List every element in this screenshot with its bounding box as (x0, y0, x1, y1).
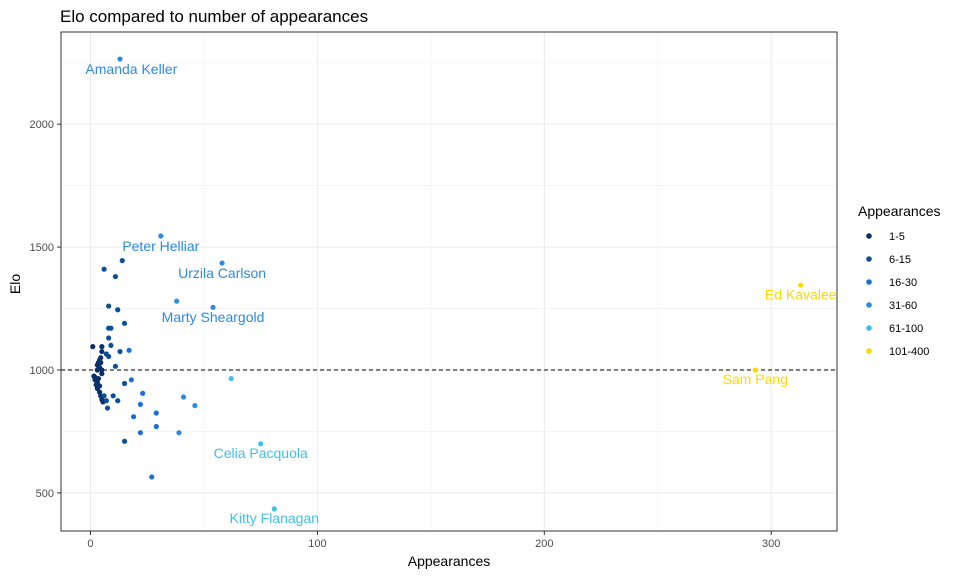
legend-label: 1-5 (889, 231, 905, 243)
x-tick-label: 0 (87, 538, 93, 550)
legend-key (866, 256, 872, 262)
legend-label: 101-400 (889, 346, 929, 358)
data-point (90, 344, 96, 350)
y-tick-label: 500 (36, 488, 54, 500)
data-point (108, 325, 114, 331)
legend-label: 31-60 (889, 300, 917, 312)
data-point (99, 371, 105, 377)
legend-label: 6-15 (889, 254, 911, 266)
data-point (219, 260, 225, 266)
data-point (176, 430, 182, 436)
data-point (101, 393, 107, 399)
grid (61, 32, 837, 531)
data-point (99, 344, 105, 350)
point-annotation: Urzila Carlson (178, 265, 266, 281)
data-point (158, 233, 164, 239)
data-point (131, 414, 137, 420)
x-tick-label: 300 (762, 538, 780, 550)
data-point (112, 363, 119, 369)
data-point (104, 405, 111, 411)
point-annotation: Kitty Flanagan (230, 510, 320, 526)
data-point (96, 383, 103, 389)
annotation-layer: Amanda Keller Peter Helliar Urzila Carlson… (85, 61, 836, 526)
data-point (752, 367, 758, 373)
points-layer (90, 56, 804, 512)
chart-title: Elo compared to number of appearances (60, 7, 368, 26)
data-point (121, 380, 128, 387)
data-point (121, 438, 128, 444)
x-tick-label: 100 (308, 538, 326, 550)
data-point (210, 304, 216, 310)
point-annotation: Sam Pang (723, 371, 788, 387)
x-tick-label: 200 (535, 538, 553, 550)
x-axis-label: Appearances (408, 553, 491, 569)
y-tick-label: 2000 (30, 119, 54, 131)
y-tick-label: 1000 (30, 365, 54, 377)
data-point (192, 403, 198, 409)
data-point (110, 393, 116, 399)
data-point (271, 506, 277, 512)
legend-label: 61-100 (889, 323, 923, 335)
data-point (115, 398, 121, 404)
data-point (126, 347, 132, 353)
data-point (153, 423, 159, 430)
data-point (99, 367, 105, 373)
data-point (103, 398, 109, 404)
data-point (115, 307, 121, 313)
y-tick-label: 1500 (30, 242, 54, 254)
point-annotation: Peter Helliar (122, 238, 199, 254)
legend-title: Appearances (858, 203, 941, 219)
data-point (121, 320, 128, 326)
ticks-layer: 0 100 200 300 500 1000 1500 2000 (30, 119, 781, 550)
data-point (106, 335, 112, 341)
point-annotation: Marty Sheargold (162, 309, 265, 325)
data-point (798, 282, 804, 288)
data-point (180, 394, 187, 400)
point-annotation: Celia Pacquola (214, 445, 308, 461)
data-point (94, 367, 100, 373)
data-point (140, 390, 146, 396)
data-point (99, 348, 105, 355)
legend-key (866, 325, 872, 331)
data-point (174, 298, 180, 304)
point-annotation: Amanda Keller (85, 61, 177, 77)
data-point (137, 401, 144, 408)
data-point (117, 348, 123, 355)
point-annotation: Ed Kavalee (765, 286, 837, 302)
data-point (137, 430, 144, 436)
data-point (258, 441, 264, 447)
data-point (153, 410, 159, 416)
panel-border (60, 31, 838, 532)
data-point (92, 374, 98, 380)
y-axis-label: Elo (7, 274, 23, 294)
data-point (98, 360, 104, 366)
data-point (149, 474, 155, 480)
data-point (101, 266, 107, 272)
data-point (106, 353, 112, 360)
data-point (119, 258, 125, 264)
data-point (117, 56, 123, 62)
legend-key (866, 279, 872, 285)
legend-key (866, 302, 872, 308)
data-point (228, 375, 234, 382)
data-point (106, 303, 112, 309)
data-point (98, 355, 104, 361)
legend-label: 16-30 (889, 277, 917, 289)
legend: 1-5 6-15 16-30 31-60 61-100 101-400 (866, 231, 929, 358)
data-point (108, 342, 114, 349)
data-point (128, 377, 134, 383)
legend-key (866, 233, 872, 239)
data-point (112, 273, 119, 280)
legend-key (866, 348, 872, 354)
